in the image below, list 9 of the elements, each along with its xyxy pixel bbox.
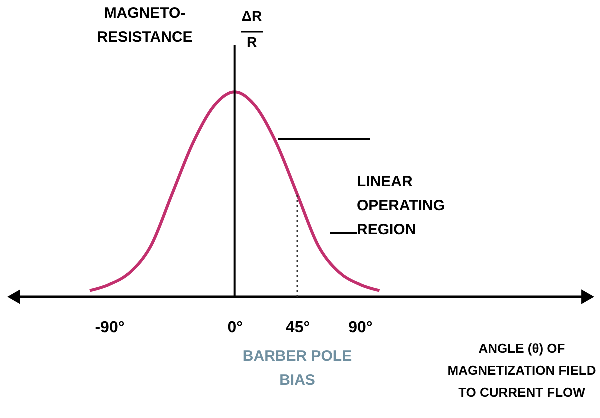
x-axis-title: ANGLE (θ) OF MAGNETIZATION FIELD TO CURRENT FLOW	[448, 341, 596, 400]
text: ΔR R	[242, 8, 262, 50]
text: BARBER POLE BIAS	[242, 348, 352, 389]
x-tick-label: 0°	[228, 320, 243, 336]
x-tick-label: 45°	[286, 320, 310, 336]
y-axis-title: MAGNETO- RESISTANCE	[97, 5, 193, 46]
ref-line-label: LINEAR OPERATING REGION	[357, 173, 446, 238]
x-tick-label: 90°	[348, 320, 373, 336]
x-tick-label: -90°	[95, 320, 125, 336]
